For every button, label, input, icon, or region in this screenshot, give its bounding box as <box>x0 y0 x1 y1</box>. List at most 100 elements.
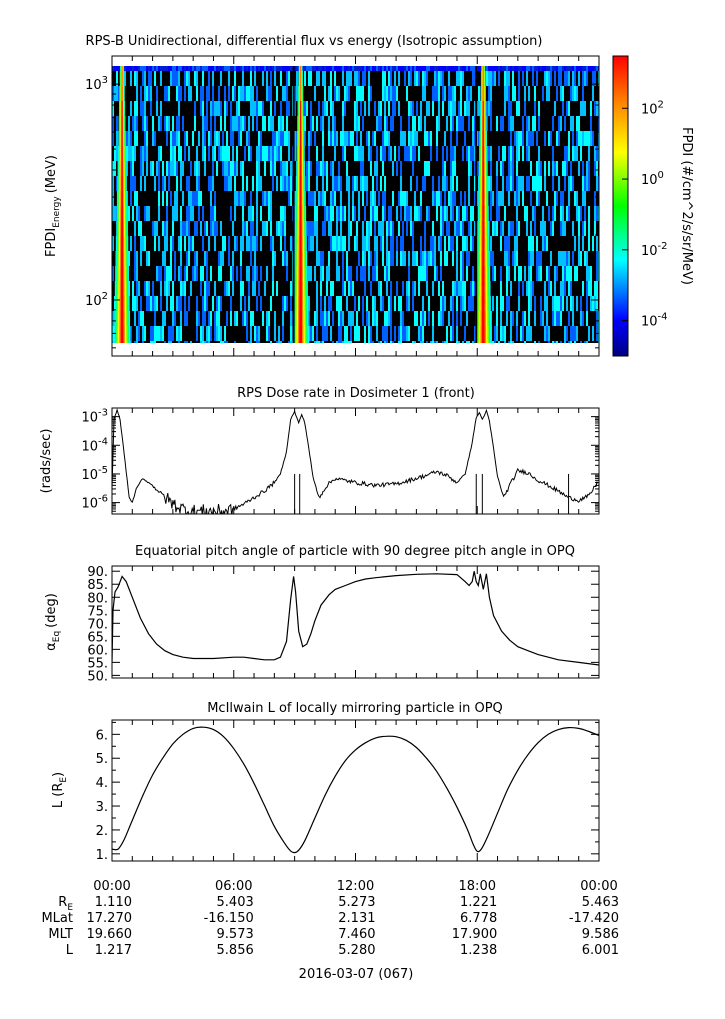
spectrogram-cell <box>532 101 534 117</box>
spectrogram-cell <box>486 71 488 87</box>
spectrogram-cell <box>472 176 474 192</box>
spectrogram-cell <box>260 221 262 237</box>
spectrogram-cell <box>552 326 554 342</box>
spectrogram-cell <box>414 251 416 267</box>
spectrogram-cell <box>278 251 280 267</box>
spectrogram-cell <box>278 101 280 117</box>
spectrogram-cell <box>244 101 246 117</box>
spectrogram-cell <box>520 206 522 222</box>
spectrogram-cell <box>418 66 420 72</box>
spectrogram-cell <box>456 266 458 282</box>
spectrogram-cell <box>186 101 188 117</box>
spectrogram-cell <box>136 251 138 267</box>
spectrogram-cell <box>212 101 214 117</box>
spectrogram-cell <box>470 191 472 207</box>
spectrogram-cell <box>360 281 362 297</box>
spectrogram-cell <box>536 71 538 87</box>
spectrogram-cell <box>514 66 516 72</box>
spectrogram-cell <box>526 71 528 87</box>
spectrogram-cell <box>204 206 206 222</box>
spectrogram-cell <box>560 341 562 343</box>
spectrogram-cell <box>172 266 174 282</box>
spectrogram-cell <box>506 251 508 267</box>
spectrogram-cell <box>450 191 452 207</box>
spectrogram-cell <box>508 206 510 222</box>
spectrogram-cell <box>214 281 216 297</box>
spectrogram-cell <box>430 116 432 132</box>
spectrogram-cell <box>324 131 326 147</box>
spectrogram-cell <box>238 146 240 162</box>
spectrogram-cell <box>336 236 338 252</box>
spectrogram-cell <box>590 116 592 132</box>
spectrogram-cell <box>378 311 380 327</box>
spectrogram-cell <box>580 236 582 252</box>
spectrogram-cell <box>374 116 376 132</box>
spectrogram-cell <box>562 86 564 102</box>
spectrogram-cell <box>184 86 186 102</box>
spectrogram-cell <box>152 71 154 87</box>
spectrogram-cell <box>382 146 384 162</box>
spectrogram-cell <box>580 66 582 72</box>
spectrogram-cell <box>330 86 332 102</box>
spectrogram-cell <box>140 221 142 237</box>
spectrogram-cell <box>316 326 318 342</box>
spectrogram-cell <box>312 146 314 162</box>
spectrogram-cell <box>216 341 218 343</box>
spectrogram-cell <box>560 66 562 72</box>
spectrogram-cell <box>154 191 156 207</box>
spectrogram-cell <box>496 326 498 342</box>
spectrogram-cell <box>146 71 148 87</box>
spectrogram-band-cell <box>121 176 123 192</box>
spectrogram-cell <box>316 146 318 162</box>
spectrogram-cell <box>364 101 366 117</box>
spectrogram-cell <box>134 86 136 102</box>
spectrogram-cell <box>152 341 154 343</box>
spectrogram-cell <box>548 116 550 132</box>
spectrogram-cell <box>526 266 528 282</box>
spectrogram-cell <box>118 66 120 72</box>
spectrogram-cell <box>462 311 464 327</box>
spectrogram-cell <box>358 311 360 327</box>
spectrogram-cell <box>424 116 426 132</box>
spectrogram-cell <box>502 206 504 222</box>
spectrogram-cell <box>528 191 530 207</box>
spectrogram-cell <box>450 281 452 297</box>
spectrogram-cell <box>192 176 194 192</box>
spectrogram-cell <box>294 176 296 192</box>
spectrogram-cell <box>314 116 316 132</box>
spectrogram-cell <box>402 206 404 222</box>
spectrogram-cell <box>234 251 236 267</box>
spectrogram-cell <box>344 191 346 207</box>
spectrogram-cell <box>548 281 550 297</box>
spectrogram-cell <box>114 66 116 72</box>
spectrogram-cell <box>402 221 404 237</box>
spectrogram-cell <box>272 236 274 252</box>
spectrogram-cell <box>458 161 460 177</box>
spectrogram-cell <box>546 221 548 237</box>
spectrogram-cell <box>200 66 202 72</box>
spectrogram-cell <box>428 266 430 282</box>
spectrogram-cell <box>208 131 210 147</box>
spectrogram-cell <box>456 116 458 132</box>
spectrogram-cell <box>312 86 314 102</box>
spectrogram-cell <box>568 191 570 207</box>
spectrogram-cell <box>170 71 172 87</box>
spectrogram-cell <box>346 341 348 343</box>
spectrogram-cell <box>324 326 326 342</box>
spectrogram-cell <box>134 221 136 237</box>
spectrogram-cell <box>582 311 584 327</box>
spectrogram-cell <box>400 296 402 312</box>
spectrogram-cell <box>516 281 518 297</box>
spectrogram-cell <box>496 266 498 282</box>
spectrogram-cell <box>216 191 218 207</box>
spectrogram-cell <box>252 86 254 102</box>
spectrogram-cell <box>196 311 198 327</box>
spectrogram-cell <box>446 266 448 282</box>
spectrogram-cell <box>390 251 392 267</box>
spectrogram-cell <box>188 71 190 87</box>
spectrogram-cell <box>538 236 540 252</box>
spectrogram-cell <box>346 191 348 207</box>
spectrogram-cell <box>494 71 496 87</box>
spectrogram-cell <box>284 236 286 252</box>
spectrogram-cell <box>112 296 114 312</box>
